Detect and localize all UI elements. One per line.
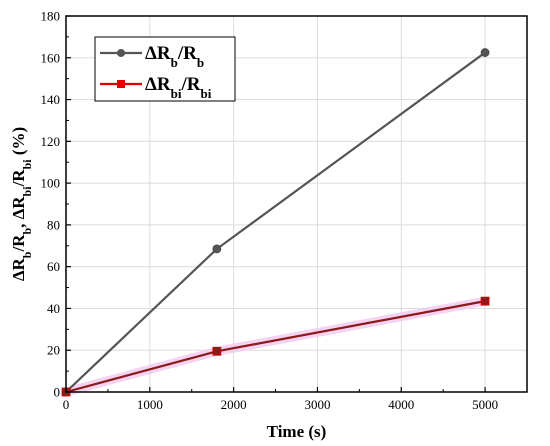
x-tick-label: 3000 (304, 397, 330, 412)
x-tick-label: 5000 (472, 397, 498, 412)
y-axis-title: ΔRb/Rb, ΔRbi/Rbi (%) (9, 127, 34, 281)
legend-label-2: ΔRbi/Rbi (145, 74, 212, 101)
x-tick-label: 2000 (221, 397, 247, 412)
y-tick-label: 120 (41, 134, 61, 149)
y-tick-label: 60 (47, 259, 60, 274)
x-tick-label: 1000 (137, 397, 163, 412)
y-tick-label: 40 (47, 301, 60, 316)
series-2-point (480, 296, 490, 306)
series-highlight-band (61, 296, 490, 397)
legend-marker-2 (117, 80, 125, 88)
y-tick-label: 0 (54, 385, 61, 400)
axis-ticks: 0 1000 2000 3000 4000 5000 0 20 40 60 80 100 120 140 1… (41, 9, 499, 413)
y-tick-label: 100 (41, 176, 61, 191)
x-axis-title: Time (s) (267, 422, 327, 441)
y-tick-label: 80 (47, 217, 60, 232)
legend: ΔRb/Rb ΔRbi/Rbi (94, 36, 236, 102)
y-tick-label: 20 (47, 343, 60, 358)
series-lines (61, 48, 490, 397)
legend-marker-1 (117, 49, 125, 57)
x-tick-label: 0 (63, 397, 70, 412)
legend-box (94, 36, 236, 102)
y-tick-label: 140 (41, 92, 61, 107)
y-tick-label: 160 (41, 50, 61, 65)
series-highlight (61, 296, 490, 397)
x-tick-label: 4000 (388, 397, 414, 412)
y-tick-label: 180 (41, 9, 61, 24)
series-1-point (480, 48, 490, 57)
series-2-point (212, 346, 222, 356)
legend-label-1: ΔRb/Rb (145, 43, 204, 70)
series-1-point (212, 244, 222, 254)
